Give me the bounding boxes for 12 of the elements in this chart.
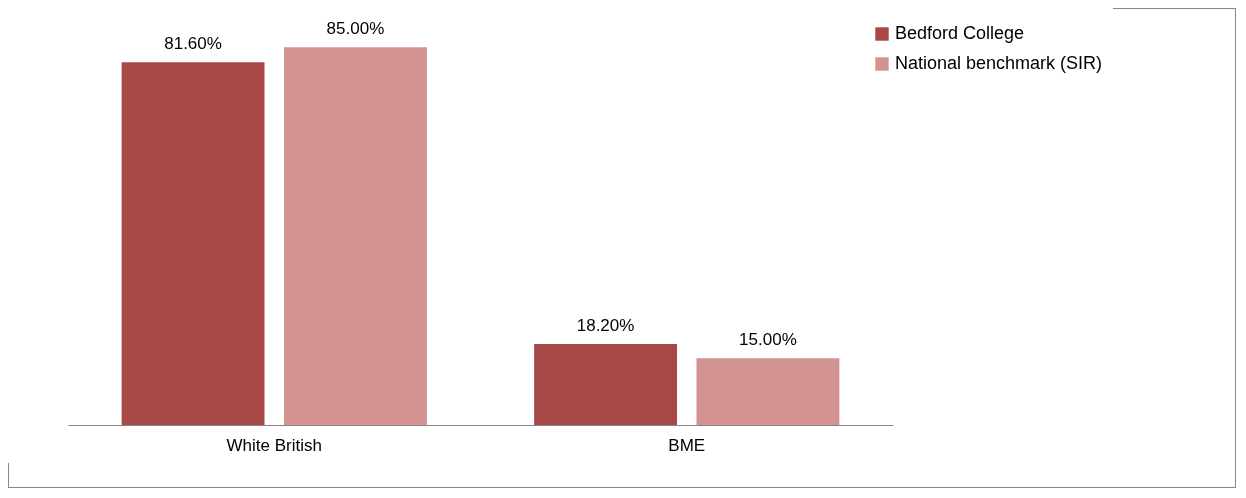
legend-label: National benchmark (SIR) [895,53,1103,73]
bar [283,47,427,425]
data-label: 85.00% [326,19,385,39]
data-label: 18.20% [576,316,635,336]
data-label: 15.00% [739,330,797,350]
x-tick-label: BME [668,435,706,455]
bar [534,344,678,425]
bar [696,358,840,425]
x-tick-label: White British [226,435,322,455]
data-label: 81.60% [164,34,222,54]
bar [121,62,265,425]
legend-label: Bedford College [895,23,1025,43]
